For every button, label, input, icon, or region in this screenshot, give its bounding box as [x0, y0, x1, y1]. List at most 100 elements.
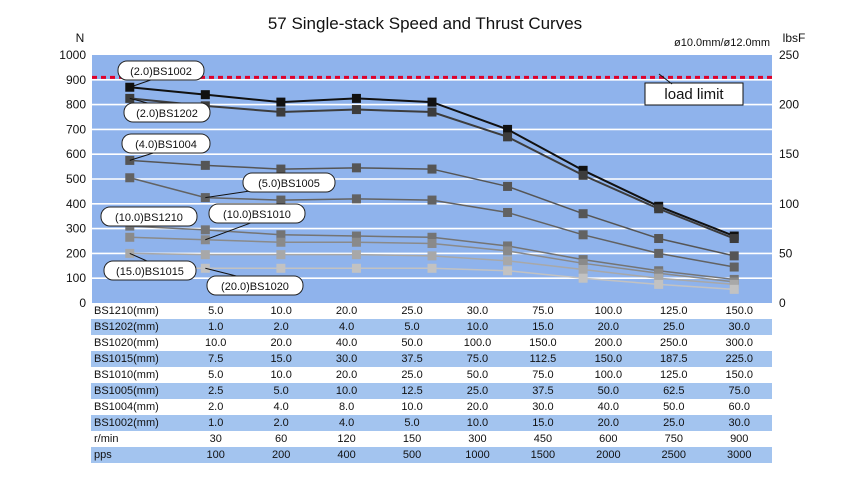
data-point: [503, 241, 513, 251]
table-cell: 300.0: [725, 337, 754, 349]
callout-label: (10.0)BS1210: [115, 212, 183, 224]
row-label: BS1020(mm): [94, 337, 159, 349]
table-cell: 100.0: [594, 369, 623, 381]
data-point: [729, 284, 739, 294]
y-left-tick-label: 500: [66, 172, 86, 186]
table-cell: 75.0: [532, 369, 554, 381]
load-limit-label: load limit: [664, 86, 724, 103]
table-cell: 4.0: [313, 319, 380, 335]
data-point: [729, 279, 739, 289]
y-left-tick-label: 1000: [59, 48, 86, 62]
data-point: [578, 265, 588, 275]
data-point: [578, 170, 588, 180]
y-right-tick-label: 150: [779, 147, 799, 161]
table-cell: 150.0: [725, 369, 754, 381]
table-cell: 20.0: [466, 401, 489, 413]
table-row: BS1015(mm) 7.5 15.0 30.0 37.5 75.0 112.5 150.0 1…: [91, 351, 772, 367]
table-row: BS1010(mm) 5.0 10.0 20.0 25.0 50.0 75.0 100.0 12…: [91, 367, 772, 383]
data-point: [200, 250, 210, 260]
table-row: BS1210(mm) 5.0 10.0 20.0 25.0 30.0 75.0 100.0 12…: [91, 303, 772, 319]
y-right-tick-label: 50: [779, 246, 793, 260]
table-cell: 20.0: [575, 319, 642, 335]
y-left-tick-label: 900: [66, 73, 86, 87]
table-cell: 5.0: [379, 319, 445, 335]
table-cell: 187.5: [641, 351, 707, 367]
y-right-label: lbsF: [783, 31, 806, 45]
callout: (5.0)BS1005: [205, 172, 336, 199]
table-cell: 50.0: [663, 401, 685, 413]
table-cell: 10.0: [444, 319, 511, 335]
row-label: BS1015(mm): [91, 351, 183, 367]
data-point: [654, 268, 664, 278]
data-point: [427, 251, 437, 261]
parameter-table: BS1210(mm) 5.0 10.0 20.0 25.0 30.0 75.0 100.0 12…: [91, 303, 772, 463]
callout-label: (2.0)BS1002: [130, 66, 192, 78]
table-cell: 100.0: [463, 337, 492, 349]
table-cell: 1.0: [183, 319, 249, 335]
data-point: [351, 231, 361, 241]
table-row: BS1004(mm) 2.0 4.0 8.0 10.0 20.0 30.0 40.0 50.0 6…: [91, 399, 772, 415]
data-point: [503, 246, 513, 256]
table-cell: 60: [275, 433, 288, 445]
y-left-tick-label: 700: [66, 122, 86, 136]
table-row: pps 100 200 400 500 1000 1500 2000 2500 3000: [91, 447, 772, 463]
table-cell: 10.0: [270, 305, 292, 317]
table-cell: 10.0: [205, 337, 227, 349]
data-point: [200, 160, 210, 170]
data-point: [729, 262, 739, 272]
data-point: [200, 90, 210, 100]
data-point: [578, 258, 588, 268]
table-cell: 10.0: [444, 415, 511, 431]
table-cell: 125.0: [660, 305, 688, 317]
table-cell: 75.0: [444, 351, 511, 367]
row-label: BS1010(mm): [94, 369, 159, 381]
table-cell: 2.5: [183, 383, 249, 399]
table-cell: 25.0: [641, 319, 707, 335]
table-cell: 50.0: [401, 337, 423, 349]
callout-box: [208, 203, 306, 224]
row-label: BS1202(mm): [91, 319, 183, 335]
data-point: [503, 124, 513, 134]
table-cell: 50.0: [466, 369, 489, 381]
table-row: BS1005(mm) 2.5 5.0 10.0 12.5 25.0 37.5 50.0 62.5…: [91, 383, 772, 399]
y-right-tick-label: 0: [779, 296, 786, 310]
row-label: r/min: [94, 433, 119, 445]
table-cell: 30.0: [313, 351, 380, 367]
data-point: [578, 209, 588, 219]
table-cell: 30.0: [532, 401, 554, 413]
table-cell: 150.0: [575, 351, 642, 367]
data-point: [427, 97, 437, 107]
table-cell: 12.5: [379, 383, 445, 399]
right-axis-ticks: 0 50 100 150 200 250: [779, 48, 799, 310]
table-cell: 8.0: [338, 401, 355, 413]
data-point: [351, 263, 361, 273]
row-label: BS1004(mm): [94, 401, 159, 413]
callout-label: (4.0)BS1004: [135, 139, 197, 151]
data-point: [654, 234, 664, 244]
table-cell: 3000: [706, 447, 772, 463]
data-point: [351, 163, 361, 173]
y-right-tick-label: 100: [779, 197, 799, 211]
data-point: [125, 232, 135, 242]
table-row: BS1002(mm) 1.0 2.0 4.0 5.0 10.0 15.0 20.0 25.0 30…: [91, 415, 772, 431]
table-cell: 20.0: [335, 305, 358, 317]
data-point: [276, 237, 286, 247]
table-cell: 2.0: [248, 319, 314, 335]
data-point: [276, 164, 286, 174]
table-cell: 30.0: [706, 415, 772, 431]
data-point: [654, 279, 664, 289]
table-cell: 5.0: [379, 415, 445, 431]
data-point: [276, 263, 286, 273]
table-cell: 25.0: [401, 369, 423, 381]
table-cell: 2000: [575, 447, 642, 463]
callout-box: [206, 275, 304, 296]
table-row: BS1020(mm) 10.0 20.0 40.0 50.0 100.0 150.0 200.…: [91, 335, 772, 351]
data-point: [503, 207, 513, 217]
data-point: [654, 248, 664, 258]
table-cell: 20.0: [270, 337, 292, 349]
callout-label: (20.0)BS1020: [221, 281, 289, 293]
data-point: [276, 230, 286, 240]
data-point: [427, 164, 437, 174]
data-point: [503, 132, 513, 142]
